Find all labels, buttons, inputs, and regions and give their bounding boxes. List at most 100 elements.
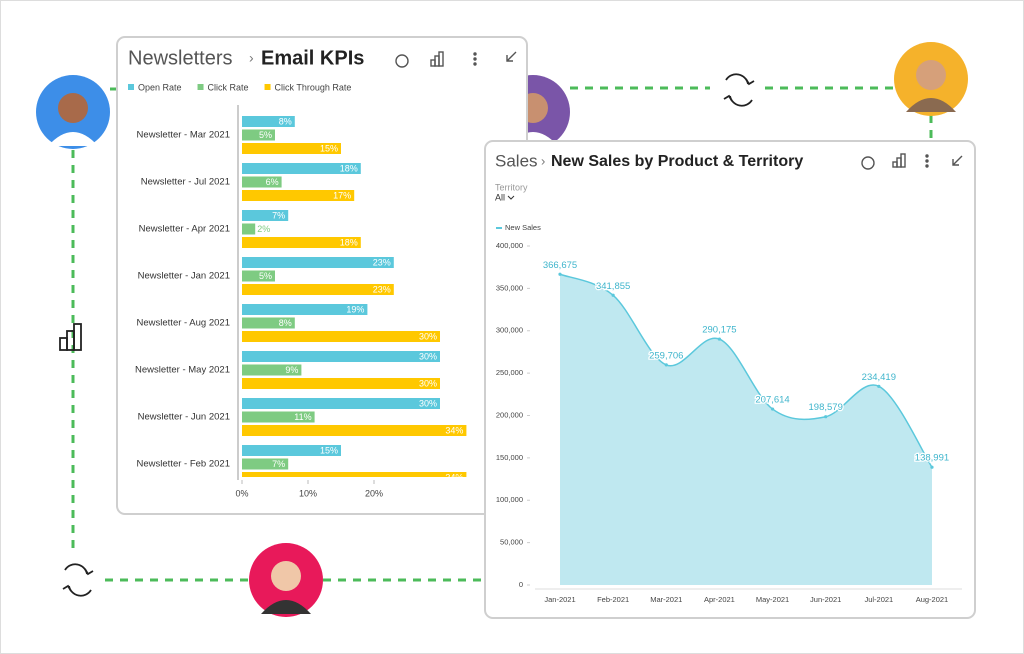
- value-label: 30%: [419, 331, 437, 341]
- value-label: 290,175: [702, 325, 736, 336]
- value-label: 18%: [340, 163, 358, 173]
- value-label: 207,614: [755, 395, 789, 406]
- value-label: 19%: [346, 304, 364, 314]
- y-tick-label: 150,000: [496, 453, 523, 462]
- y-tick-label: 350,000: [496, 283, 523, 292]
- value-label: 7%: [272, 210, 285, 220]
- bar: [242, 304, 368, 315]
- bar: [242, 223, 256, 235]
- x-tick-label: Feb-2021: [597, 595, 629, 604]
- value-label: 23%: [373, 257, 391, 267]
- value-label: 15%: [320, 445, 338, 455]
- bar: [242, 398, 440, 409]
- bar: [242, 331, 440, 342]
- value-label: 341,855: [596, 281, 630, 292]
- panel-title: Email KPIs: [261, 47, 364, 69]
- separator: ›: [541, 153, 545, 168]
- y-tick-label: 400,000: [496, 241, 523, 250]
- value-label: 8%: [279, 318, 292, 328]
- category-label: Newsletter - Feb 2021: [137, 459, 230, 470]
- category-label: Newsletter - Apr 2021: [139, 224, 230, 235]
- bar: [242, 351, 440, 362]
- filter-value[interactable]: All: [495, 192, 505, 202]
- area: [560, 274, 932, 585]
- bar: [242, 210, 289, 221]
- bar: [242, 143, 341, 154]
- panel-tools[interactable]: [395, 51, 517, 68]
- bar: [242, 364, 302, 376]
- x-tick-label: Aug-2021: [916, 595, 949, 604]
- category-label: Newsletter - Jul 2021: [141, 177, 230, 188]
- value-label: 30%: [419, 398, 437, 408]
- value-label: 34%: [445, 472, 463, 482]
- x-tick-label: Jan-2021: [544, 595, 575, 604]
- value-label: 366,675: [543, 260, 577, 271]
- category-label: Newsletter - Jan 2021: [138, 271, 230, 282]
- y-tick-label: 250,000: [496, 368, 523, 377]
- bar: [242, 317, 295, 329]
- value-label: 7%: [272, 459, 285, 469]
- value-label: 6%: [266, 177, 279, 187]
- y-tick-label: 0: [519, 580, 523, 589]
- point: [558, 272, 562, 276]
- x-tick-label: May-2021: [756, 595, 789, 604]
- bar: [242, 163, 361, 174]
- value-label: 30%: [419, 351, 437, 361]
- panel-title: New Sales by Product & Territory: [551, 153, 803, 170]
- dropdown-caret[interactable]: [507, 195, 515, 200]
- legend-swatch: [197, 84, 204, 90]
- value-label: 11%: [294, 412, 311, 422]
- bar: [242, 472, 467, 477]
- panel-breadcrumb: Sales: [495, 151, 538, 170]
- value-label: 18%: [340, 237, 358, 247]
- x-tick-label: Mar-2021: [650, 595, 682, 604]
- bar: [242, 425, 467, 436]
- value-label: 138,991: [915, 453, 949, 464]
- value-label: 9%: [285, 365, 298, 375]
- value-label: 2%: [257, 224, 270, 234]
- legend-swatch: [128, 84, 134, 90]
- bar: [242, 284, 394, 295]
- value-label: 5%: [259, 271, 272, 281]
- bar: [242, 176, 282, 188]
- bar: [242, 129, 275, 141]
- bar: [242, 237, 361, 248]
- plot-area: Newsletter - Mar 2021 8% 5% 15% Newsletter -…: [135, 116, 467, 482]
- value-label: 259,706: [649, 350, 683, 361]
- x-tick-label: Jun-2021: [810, 595, 841, 604]
- bar: [242, 445, 341, 456]
- filter-label: Territory: [495, 182, 528, 192]
- sales-panel: Sales › New Sales by Product & Territory…: [484, 140, 976, 619]
- point: [717, 337, 722, 341]
- category-label: Newsletter - Aug 2021: [137, 318, 230, 329]
- value-label: 15%: [320, 143, 338, 153]
- x-tick-label: 10%: [299, 488, 317, 498]
- separator: ›: [249, 50, 254, 66]
- icons: [59, 73, 755, 597]
- bar: [242, 257, 394, 268]
- bar: [242, 116, 295, 127]
- legend-label: Click Through Rate: [275, 82, 352, 92]
- x-tick-label: 20%: [365, 488, 383, 498]
- point: [770, 407, 775, 411]
- category-label: Newsletter - Mar 2021: [137, 130, 230, 141]
- panel-tools[interactable]: [861, 153, 963, 170]
- value-label: 17%: [333, 190, 351, 200]
- y-tick-label: 200,000: [496, 410, 523, 419]
- point: [930, 465, 934, 469]
- legend-label: New Sales: [505, 223, 541, 232]
- legend-label: Click Rate: [208, 82, 249, 92]
- value-label: 198,579: [809, 402, 843, 413]
- y-tick-label: 100,000: [496, 495, 523, 504]
- point: [824, 415, 828, 419]
- point: [664, 363, 668, 367]
- point: [877, 384, 881, 388]
- value-label: 5%: [259, 130, 272, 140]
- legend-label: Open Rate: [138, 82, 182, 92]
- x-tick-label: Apr-2021: [704, 595, 735, 604]
- value-label: 23%: [373, 284, 391, 294]
- bar: [242, 270, 275, 282]
- value-label: 8%: [279, 116, 292, 126]
- y-tick-label: 300,000: [496, 326, 523, 335]
